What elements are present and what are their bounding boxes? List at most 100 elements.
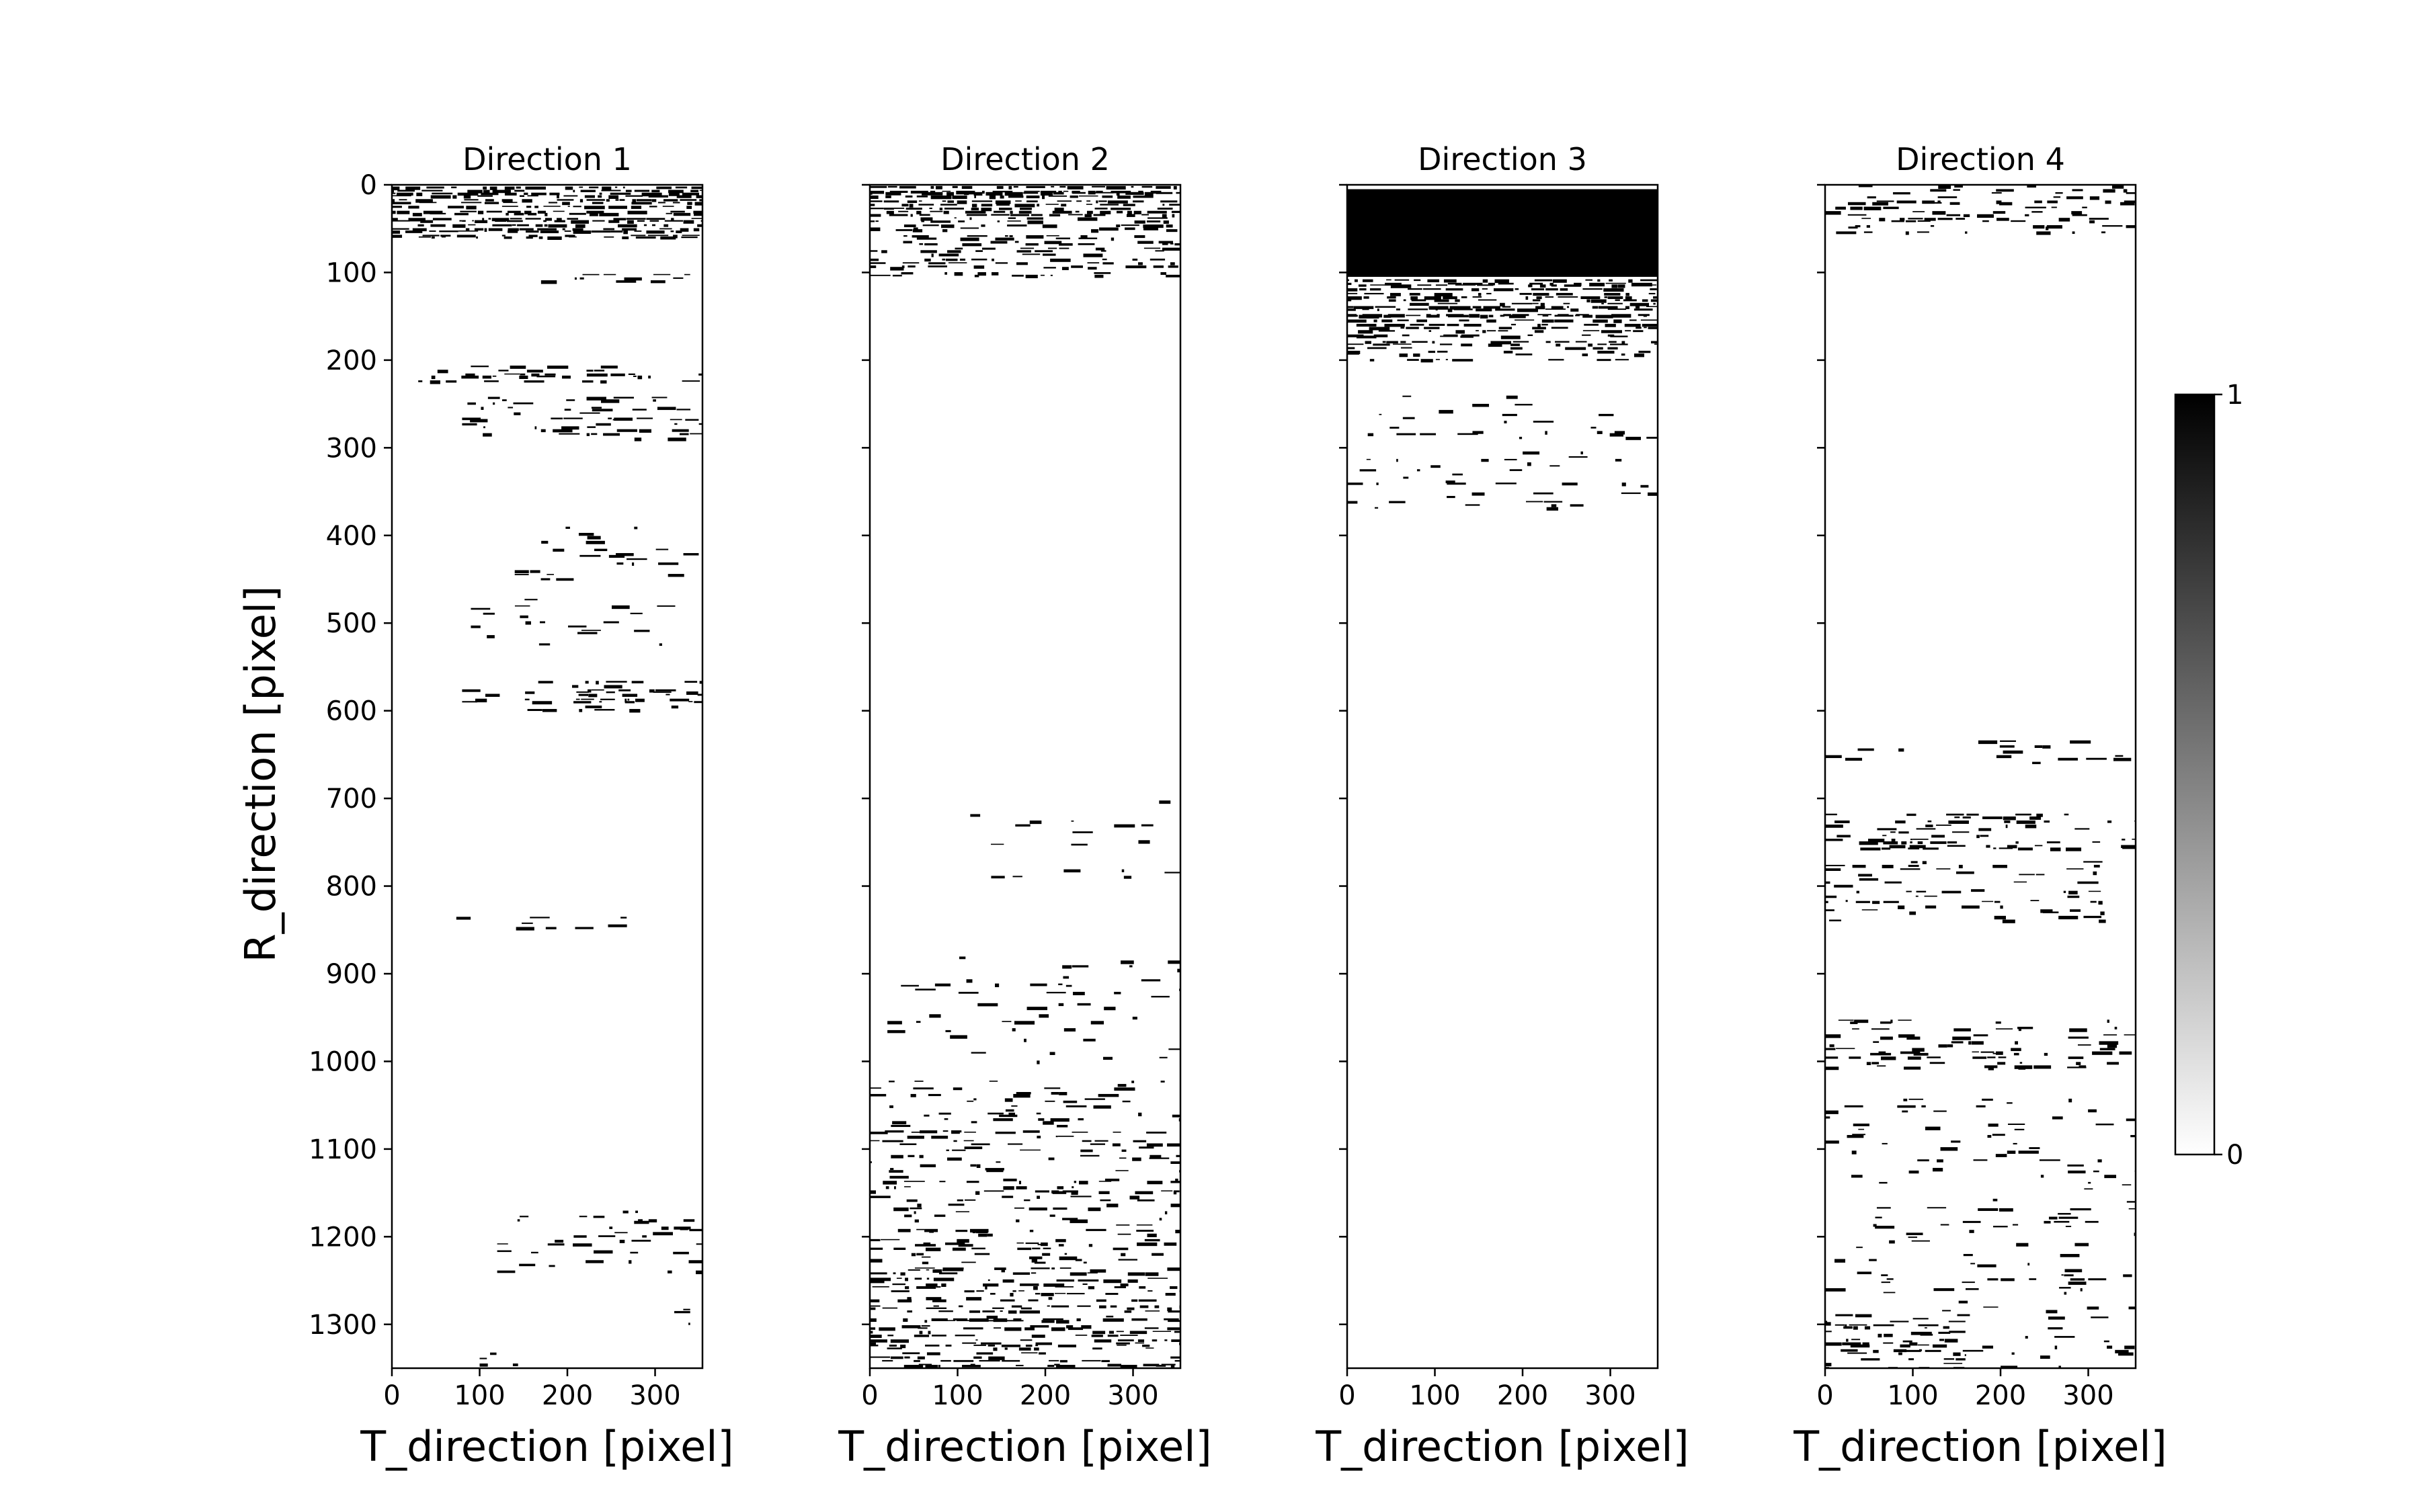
crack-mark	[568, 625, 587, 628]
crack-mark	[1609, 341, 1617, 343]
crack-mark	[2066, 196, 2083, 200]
crack-mark	[1460, 335, 1474, 338]
crack-mark	[1011, 1105, 1018, 1107]
crack-mark	[2029, 1278, 2037, 1280]
crack-mark	[961, 1261, 976, 1263]
crack-mark	[1588, 343, 1593, 347]
crack-mark	[987, 1279, 990, 1282]
crack-mark	[540, 280, 557, 284]
crack-mark	[1508, 314, 1526, 319]
crack-mark	[573, 701, 592, 704]
crack-mark	[2098, 900, 2103, 905]
crack-mark	[682, 235, 700, 237]
crack-mark	[2012, 1224, 2019, 1226]
crack-mark	[2072, 214, 2087, 216]
crack-mark	[990, 241, 1008, 244]
crack-mark	[1096, 1299, 1106, 1302]
crack-mark	[1528, 284, 1533, 288]
crack-mark	[1825, 864, 1845, 867]
crack-mark	[599, 212, 619, 216]
crack-band	[1825, 1098, 2136, 1368]
panel-title: Direction 4	[1896, 141, 2065, 177]
crack-mark	[610, 373, 625, 376]
crack-mark	[1519, 292, 1532, 295]
crack-mark	[1145, 1347, 1154, 1349]
crack-mark	[514, 574, 529, 575]
crack-mark	[974, 1253, 990, 1255]
crack-mark	[870, 1307, 876, 1310]
crack-mark	[870, 1356, 891, 1358]
crack-mark	[1469, 314, 1480, 318]
crack-mark	[1562, 482, 1578, 486]
crack-mark	[1917, 1344, 1929, 1346]
crack-mark	[912, 229, 923, 233]
crack-mark	[408, 206, 419, 209]
crack-mark	[1386, 279, 1392, 281]
crack-mark	[1347, 334, 1364, 337]
crack-mark	[964, 1132, 976, 1133]
crack-mark	[1495, 482, 1517, 485]
crack-mark	[2050, 847, 2061, 851]
crack-mark	[1121, 1149, 1127, 1152]
crack-mark	[1869, 1259, 1877, 1261]
crack-mark	[2119, 1051, 2132, 1055]
crack-mark	[606, 681, 627, 683]
crack-mark	[1856, 1247, 1863, 1249]
crack-mark	[1962, 1282, 1975, 1284]
crack-mark	[1412, 341, 1428, 343]
crack-mark	[670, 230, 674, 233]
crack-mark	[1586, 299, 1590, 302]
crack-mark	[971, 1121, 977, 1124]
crack-mark	[2025, 825, 2037, 829]
crack-mark	[1379, 413, 1382, 415]
crack-mark	[870, 1344, 879, 1347]
crack-mark	[600, 380, 607, 384]
crack-mark	[530, 570, 540, 573]
crack-mark	[1410, 296, 1418, 300]
crack-mark	[1898, 1019, 1912, 1021]
crack-mark	[958, 1244, 973, 1247]
crack-mark	[1878, 1333, 1882, 1338]
crack-mark	[544, 373, 556, 376]
crack-mark	[1362, 279, 1373, 282]
crack-mark	[1022, 1130, 1040, 1133]
crack-mark	[655, 548, 669, 550]
crack-mark	[1471, 492, 1485, 496]
crack-mark	[1176, 1154, 1180, 1157]
crack-mark	[524, 380, 544, 383]
crack-mark	[674, 423, 678, 425]
crack-mark	[1996, 189, 2014, 192]
crack-mark	[978, 1233, 987, 1237]
crack-mark	[1098, 1191, 1110, 1194]
crack-mark	[1062, 1218, 1078, 1220]
crack-mark	[1141, 214, 1150, 216]
crack-mark	[988, 1356, 1005, 1360]
crack-mark	[1048, 195, 1067, 197]
crack-mark	[439, 230, 458, 233]
crack-mark	[448, 206, 464, 209]
crack-band	[1347, 189, 1658, 277]
crack-mark	[1082, 1140, 1092, 1142]
crack-mark	[526, 206, 532, 208]
crack-mark	[1120, 1283, 1129, 1287]
crack-mark	[553, 429, 573, 433]
crack-mark	[1407, 359, 1419, 361]
crack-mark	[660, 236, 676, 240]
crack-mark	[1476, 308, 1492, 312]
crack-mark	[1890, 1320, 1909, 1322]
crack-mark	[676, 409, 691, 411]
crack-mark	[1049, 1214, 1055, 1217]
crack-mark	[616, 553, 634, 556]
crack-mark	[2058, 1366, 2061, 1368]
crack-mark	[2122, 847, 2136, 849]
crack-mark	[1347, 308, 1356, 311]
crack-mark	[1580, 451, 1583, 455]
crack-mark	[2077, 881, 2099, 884]
crack-mark	[470, 419, 488, 423]
crack-mark	[1113, 1247, 1129, 1251]
crack-mark	[1900, 868, 1921, 870]
crack-mark	[670, 210, 685, 213]
crack-mark	[627, 698, 630, 701]
crack-mark	[392, 235, 403, 238]
crack-mark	[1631, 282, 1652, 287]
